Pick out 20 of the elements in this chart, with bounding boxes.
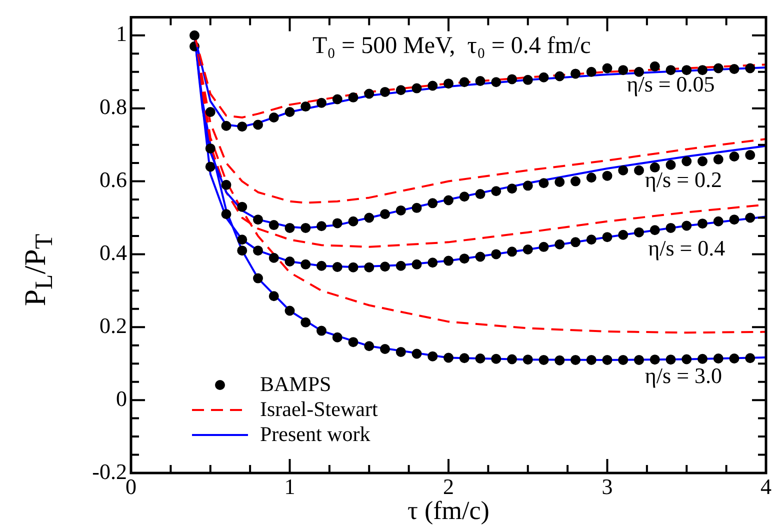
- y-tick-label: 0: [116, 386, 127, 411]
- annotation: η/s = 3.0: [644, 363, 722, 388]
- x-tick-label: 1: [284, 474, 296, 499]
- y-tick-label: 0.8: [100, 94, 127, 120]
- y-tick-label: -0.2: [92, 458, 127, 484]
- x-tick-label: 3: [602, 474, 613, 499]
- annotation: η/s = 0.4: [648, 235, 726, 260]
- x-tick-label: 2: [443, 474, 454, 499]
- y-tick-label: 0.4: [100, 240, 127, 265]
- y-tick-label: 0.6: [100, 167, 127, 192]
- y-tick-label: 1: [116, 21, 127, 46]
- annotation: T₀ = 500 MeV, τ₀ = 0.4 fm/c: [312, 33, 591, 60]
- x-axis-title: τ (fm/c): [408, 496, 490, 526]
- legend-label: BAMPS: [260, 372, 332, 397]
- x-tick-label: 4: [760, 474, 772, 499]
- annotation: η/s = 0.05: [626, 71, 715, 96]
- legend-label: Israel-Stewart: [260, 397, 378, 422]
- legend-label: Present work: [260, 422, 370, 447]
- y-tick-label: 0.2: [100, 312, 127, 338]
- annotation: η/s = 0.2: [644, 167, 722, 192]
